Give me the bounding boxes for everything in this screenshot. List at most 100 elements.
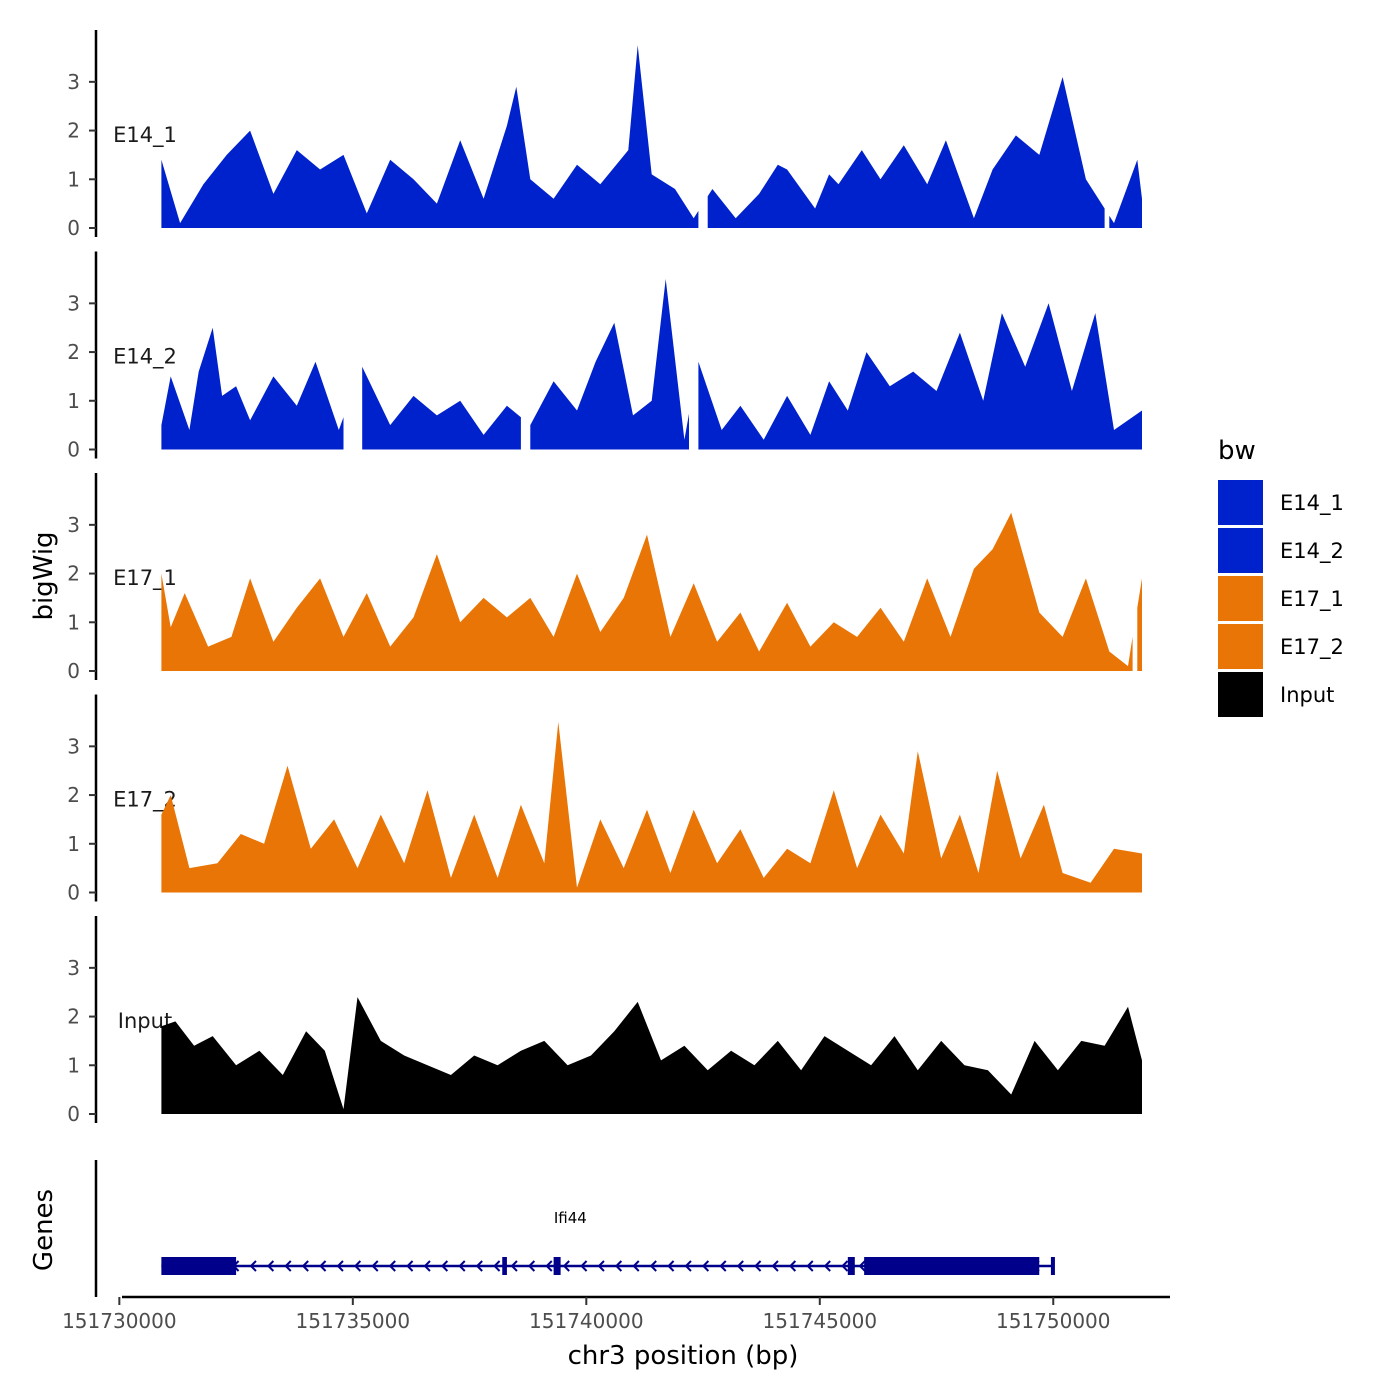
legend-label: E17_2 (1280, 635, 1344, 660)
strand-arrow (353, 1260, 362, 1272)
y-tick-label: 0 (67, 1102, 80, 1126)
y-tick-label: 1 (67, 610, 80, 634)
exon (161, 1257, 237, 1275)
strand-arrow (806, 1260, 814, 1272)
signal-area-E14_1 (161, 45, 699, 228)
strand-arrow (823, 1260, 831, 1272)
signal-area-E14_1 (1109, 159, 1142, 228)
signal-area-E14_2 (698, 303, 1142, 450)
gene-name: Ifi44 (554, 1209, 587, 1227)
y-tick-label: 1 (67, 167, 80, 191)
strand-arrow (614, 1260, 623, 1272)
legend-swatch-E17_2 (1218, 624, 1263, 669)
x-tick-label: 151735000 (296, 1309, 411, 1333)
legend-label: E14_1 (1280, 491, 1344, 516)
strand-arrow (562, 1260, 570, 1272)
strand-arrow (493, 1260, 501, 1272)
signal-area-E14_2 (530, 279, 689, 450)
y-tick-label: 2 (67, 119, 80, 143)
strand-arrow (858, 1260, 866, 1272)
bigwig-tracks: 0123E14_10123E14_20123E17_10123E17_20123… (67, 30, 1142, 1126)
y-tick-label: 3 (67, 70, 80, 94)
y-tick-label: 2 (67, 340, 80, 364)
y-tick-label: 0 (67, 438, 80, 462)
y-tick-label: 3 (67, 734, 80, 758)
legend-label: Input (1280, 683, 1334, 707)
strand-arrow (527, 1260, 536, 1272)
track-label: E14_1 (113, 123, 177, 148)
strand-arrow (719, 1260, 727, 1272)
strand-arrow (423, 1260, 431, 1272)
exon (502, 1257, 507, 1275)
x-tick-label: 151730000 (62, 1309, 177, 1333)
strand-arrow (736, 1260, 744, 1272)
x-axis: 151730000 151735000 151740000 151745000 1517… (62, 1295, 1170, 1333)
y-tick-label: 2 (67, 1005, 80, 1029)
y-tick-label: 0 (67, 881, 80, 905)
strand-arrow (475, 1260, 483, 1272)
x-tick-label: 151745000 (763, 1309, 878, 1333)
legend-label: E14_2 (1280, 539, 1344, 564)
strand-arrow (301, 1260, 309, 1272)
strand-arrow (336, 1260, 344, 1272)
exon (847, 1257, 855, 1275)
strand-arrow (440, 1260, 449, 1272)
strand-arrow (754, 1260, 762, 1272)
strand-arrow (458, 1260, 466, 1272)
signal-area-E17_1 (161, 512, 1133, 671)
y-tick-label: 1 (67, 832, 80, 856)
x-axis-title: chr3 position (bp) (568, 1341, 799, 1371)
legend-swatch-Input (1218, 672, 1263, 717)
legend-swatch-E14_1 (1218, 480, 1263, 525)
strand-arrow (319, 1260, 327, 1272)
y-tick-label: 3 (67, 291, 80, 315)
y-tick-label: 2 (67, 562, 80, 586)
genes-axis-title: Genes (29, 1189, 59, 1271)
signal-area-E14_1 (707, 77, 1105, 228)
strand-arrow (701, 1260, 710, 1272)
strand-arrow (649, 1260, 657, 1272)
strand-arrow (841, 1260, 849, 1272)
legend: bw E14_1 E14_2 E17_1 E17_2 Input (1218, 436, 1344, 717)
strand-arrow (406, 1260, 414, 1272)
y-tick-label: 0 (67, 216, 80, 240)
gene-Ifi44: Ifi44 (161, 1209, 1055, 1275)
y-tick-label: 1 (67, 1053, 80, 1077)
strand-arrow (284, 1260, 292, 1272)
strand-arrow (545, 1260, 553, 1272)
signal-area-E17_2 (161, 722, 1142, 893)
y-tick-label: 2 (67, 783, 80, 807)
strand-arrow (388, 1260, 396, 1272)
signal-area-E14_2 (362, 366, 521, 450)
strand-arrow (580, 1260, 588, 1272)
track-E14_2: 0 1 2 3 E14_2 (67, 251, 1142, 462)
exon (864, 1257, 1040, 1275)
y-tick-label: 0 (67, 659, 80, 683)
signal-area-E17_1 (1137, 578, 1142, 671)
y-tick-label: 1 (67, 389, 80, 413)
genes-panel: Ifi44 (94, 1160, 1055, 1297)
y-tick-label: 3 (67, 513, 80, 537)
signal-area-E14_2 (161, 327, 344, 450)
exon (553, 1257, 561, 1275)
strand-arrow (632, 1260, 640, 1272)
strand-arrow (771, 1260, 779, 1272)
track-E14_1: 0 1 2 3 E14_1 (67, 30, 1142, 240)
exon (1050, 1257, 1055, 1275)
strand-arrow (266, 1260, 275, 1272)
y-axis-title: bigWig (29, 531, 59, 620)
strand-arrow (249, 1260, 257, 1272)
strand-arrow (371, 1260, 379, 1272)
x-tick-label: 151740000 (529, 1309, 644, 1333)
legend-label: E17_1 (1280, 587, 1344, 612)
strand-arrow (667, 1260, 675, 1272)
strand-arrow (788, 1260, 797, 1272)
track-E17_1: 0 1 2 3 E17_1 (67, 473, 1142, 683)
x-tick-label: 151750000 (996, 1309, 1111, 1333)
legend-swatch-E14_2 (1218, 528, 1263, 573)
track-label: E17_1 (113, 566, 177, 591)
track-label: E14_2 (113, 345, 177, 370)
